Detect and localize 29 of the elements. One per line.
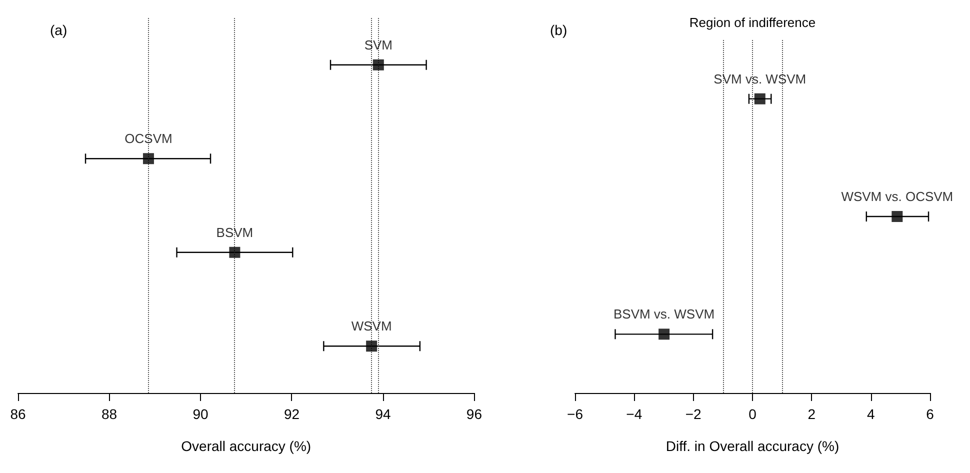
x-tick-label: −4 bbox=[626, 406, 642, 422]
x-tick-label: 92 bbox=[284, 406, 300, 422]
x-tick-label: 4 bbox=[866, 406, 875, 422]
x-axis-title: Overall accuracy (%) bbox=[181, 438, 312, 454]
x-tick-label: 96 bbox=[466, 406, 482, 422]
x-tick-label: 94 bbox=[375, 406, 391, 422]
series-label: WSVM bbox=[351, 318, 392, 334]
x-tick-label: 6 bbox=[926, 406, 934, 422]
point bbox=[372, 59, 384, 70]
series-label: BSVM bbox=[216, 224, 254, 240]
chart-title: (b) bbox=[550, 22, 568, 38]
x-axis-title: Diff. in Overall accuracy (%) bbox=[666, 438, 840, 454]
point bbox=[366, 340, 378, 352]
series-label: SVM vs. WSVM bbox=[714, 71, 806, 86]
series-label: OCSVM bbox=[124, 131, 172, 146]
series-label: SVM bbox=[364, 37, 392, 52]
chart-title: (a) bbox=[50, 22, 68, 38]
x-tick-label: −6 bbox=[567, 406, 584, 422]
x-tick-label: 2 bbox=[808, 406, 816, 422]
x-tick-label: −2 bbox=[685, 406, 702, 422]
series-label: WSVM vs. OCSVM bbox=[841, 189, 954, 204]
text: Region of indifference bbox=[689, 15, 816, 30]
x-tick-label: 90 bbox=[192, 406, 208, 422]
series-label: BSVM vs. WSVM bbox=[613, 306, 715, 322]
point bbox=[229, 246, 240, 258]
x-tick-label: 86 bbox=[10, 406, 26, 422]
x-tick-label: 88 bbox=[101, 406, 118, 422]
x-tick-label: 0 bbox=[748, 406, 757, 422]
point bbox=[142, 153, 154, 164]
